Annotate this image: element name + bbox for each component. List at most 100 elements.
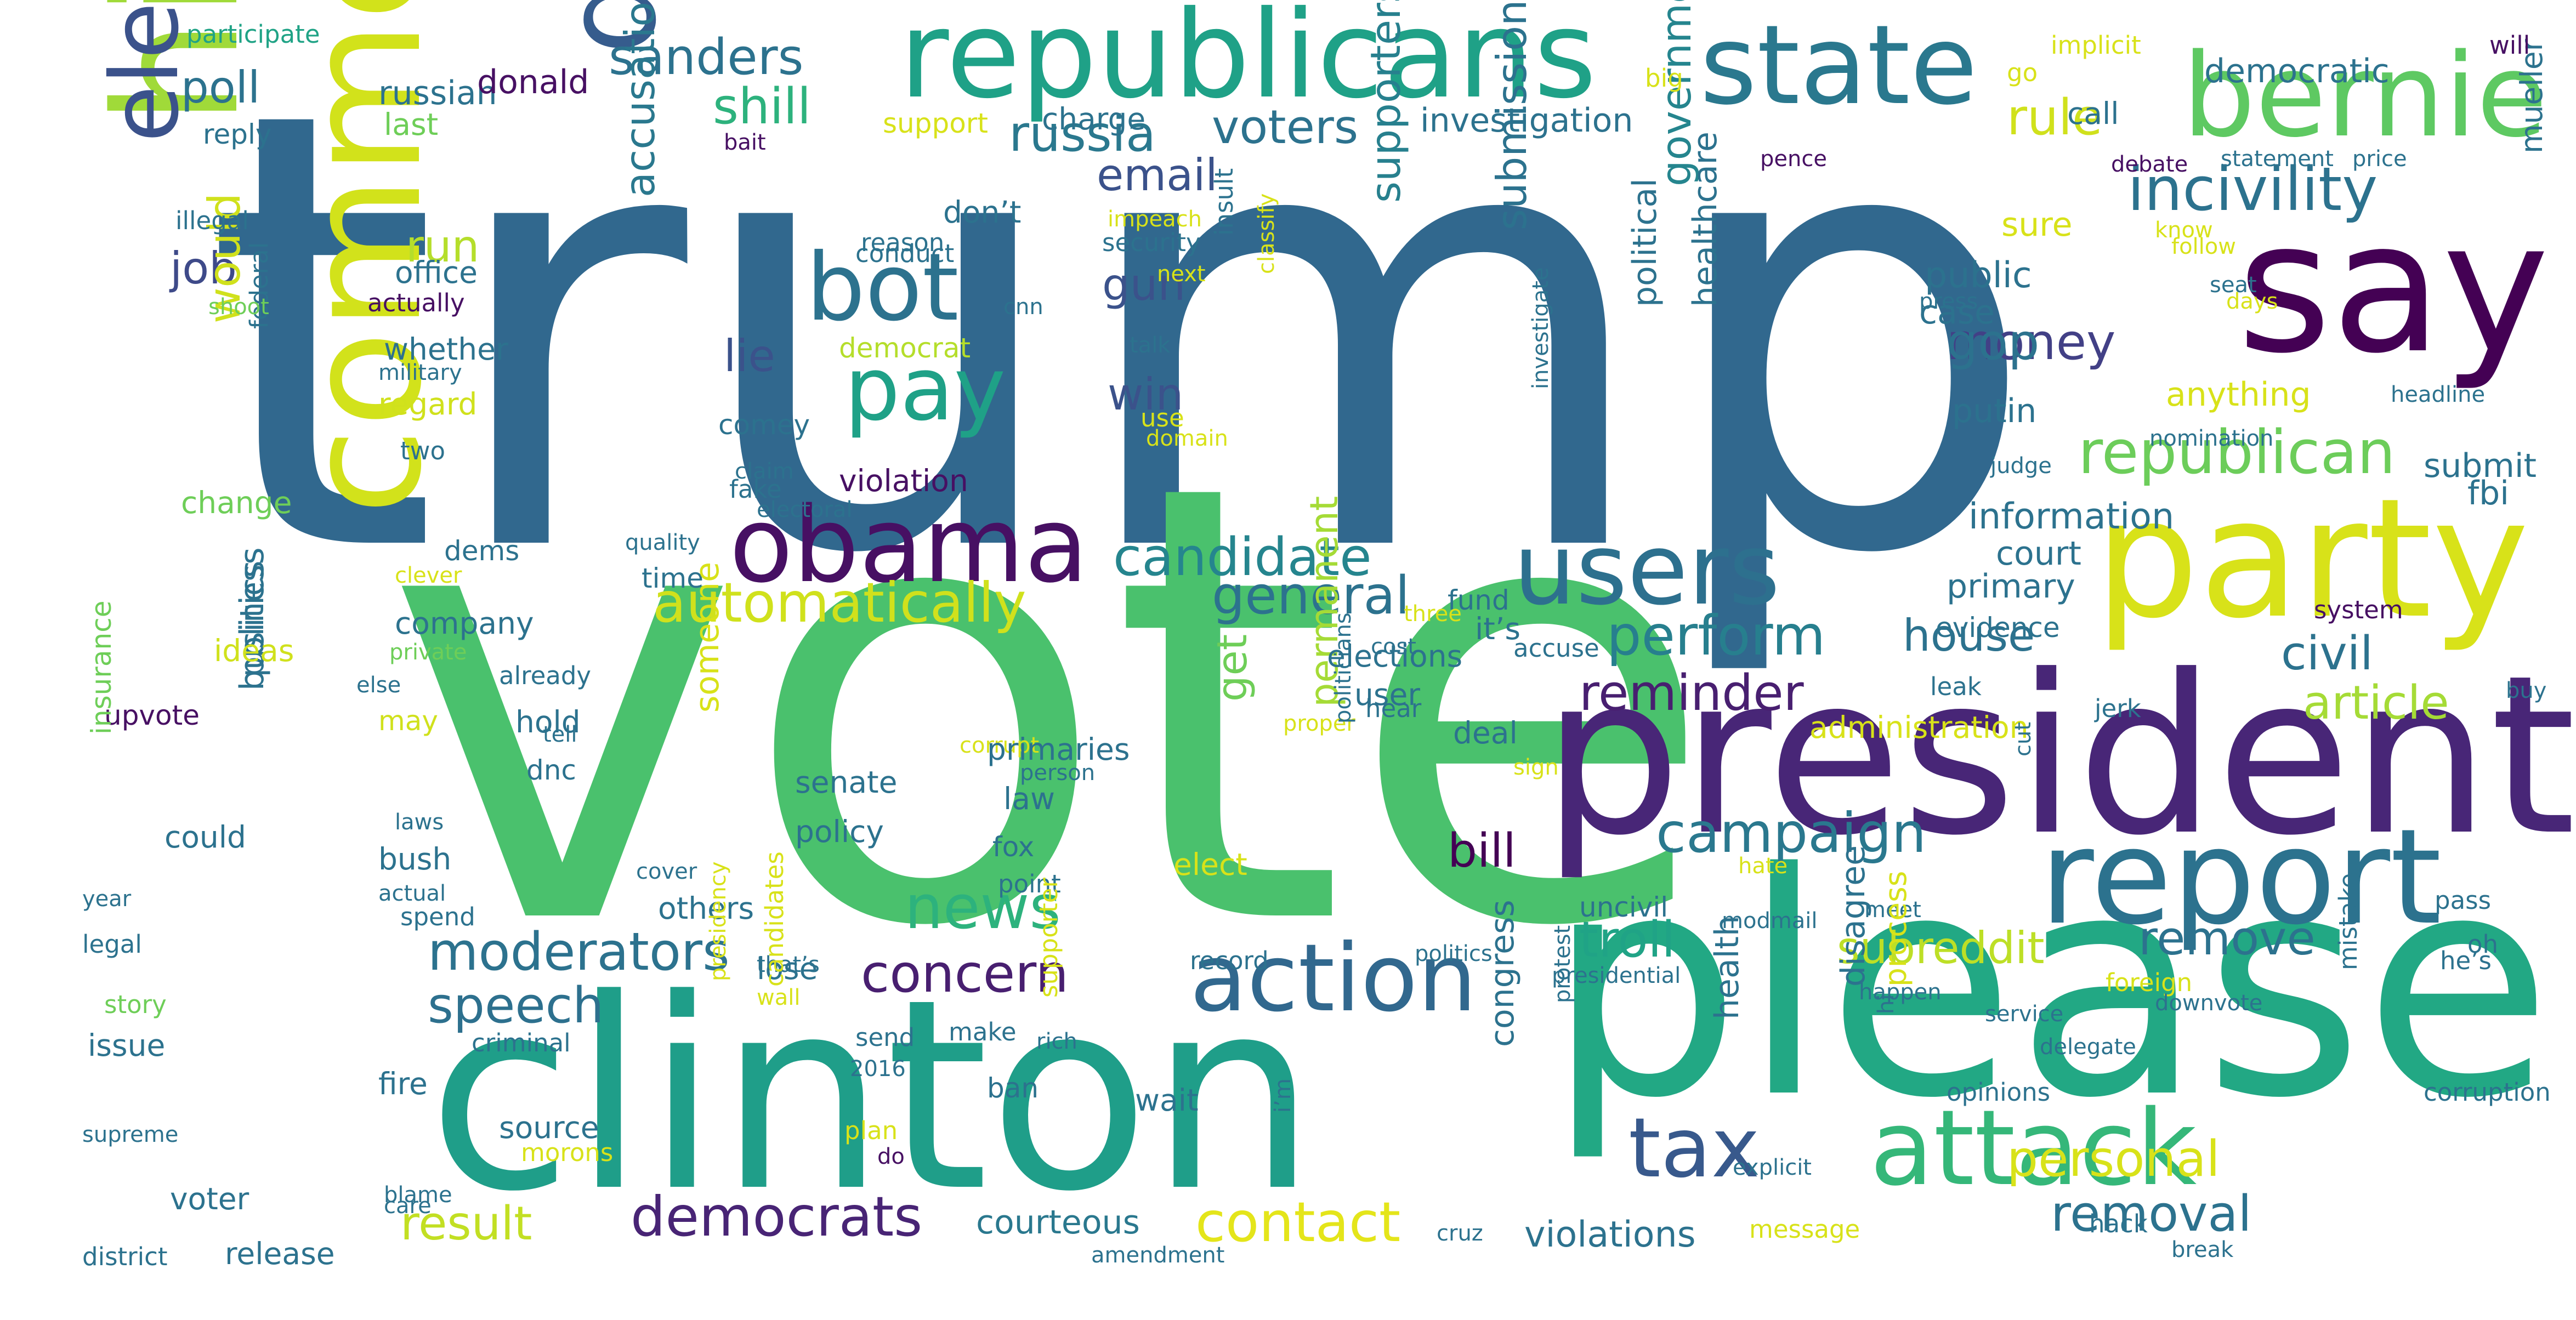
word: voter <box>170 1181 249 1216</box>
word: action <box>1190 924 1477 1033</box>
word: mistake <box>2334 873 2363 970</box>
word: quality <box>625 530 700 555</box>
word: three <box>1404 601 1462 627</box>
word: leak <box>1930 672 1982 701</box>
word: use <box>1141 403 1184 433</box>
word: big <box>1645 64 1683 93</box>
word: politics <box>1415 941 1493 966</box>
word: elections <box>1327 639 1463 674</box>
word: two <box>400 436 445 465</box>
word: days <box>2226 289 2278 314</box>
word: job <box>170 243 237 294</box>
word: russian <box>378 74 497 112</box>
word: rich <box>1036 1029 1077 1054</box>
word: evidence <box>1936 612 2060 644</box>
word: do <box>877 1144 905 1169</box>
word: modmail <box>1722 908 1818 934</box>
word: poll <box>181 62 260 113</box>
word: corruption <box>2424 1078 2551 1107</box>
word: break <box>2171 1237 2234 1262</box>
word: senate <box>795 765 898 800</box>
word: point <box>998 869 1061 898</box>
word: uncivil <box>1579 891 1669 923</box>
word: support <box>883 107 988 139</box>
word: downvote <box>2155 991 2263 1016</box>
word: statement <box>2221 146 2334 172</box>
word: impeach <box>1108 207 1202 232</box>
word: happen <box>1859 980 1942 1005</box>
word: contact <box>1195 1190 1401 1254</box>
word: district <box>82 1242 168 1271</box>
word: law <box>1003 781 1055 816</box>
word: general <box>1212 566 1410 626</box>
word: pay <box>844 338 1006 440</box>
word: troll <box>1579 911 1676 969</box>
word: 2016 <box>850 1056 906 1082</box>
word: party <box>2095 463 2529 655</box>
word: attack <box>1870 1088 2197 1209</box>
word: putin <box>1952 392 2037 430</box>
word: political <box>1626 178 1664 307</box>
word: pence <box>1760 146 1827 172</box>
word: article <box>2303 676 2449 730</box>
word: go <box>2007 58 2038 87</box>
word: candidate <box>1113 527 1372 588</box>
word: submit <box>2424 447 2537 485</box>
word: bait <box>724 130 766 155</box>
word: hack <box>2089 1209 2148 1238</box>
word: judge <box>1990 453 2052 479</box>
word: speech <box>428 977 604 1034</box>
word: concern <box>861 944 1069 1004</box>
word: will <box>2489 31 2530 60</box>
word: accuse <box>1513 634 1599 663</box>
word: shill <box>713 78 811 135</box>
word: send <box>855 1023 915 1052</box>
word: president <box>1542 629 2576 884</box>
word: could <box>164 820 246 855</box>
word: someone <box>688 562 727 713</box>
word: morons <box>521 1138 614 1167</box>
word: ideas <box>214 633 294 668</box>
word: pass <box>2435 886 2492 915</box>
word: clinton <box>428 943 1317 1249</box>
word: gun <box>1102 259 1186 310</box>
word: users <box>1513 513 1780 627</box>
word: explicit <box>1733 1155 1812 1180</box>
word: fire <box>378 1066 428 1101</box>
word: supreme <box>82 1122 179 1147</box>
word: investigation <box>1420 101 1633 140</box>
word: primary <box>1947 567 2075 606</box>
word: violations <box>1524 1214 1696 1255</box>
word: bot <box>806 234 959 342</box>
word: trump <box>203 0 2040 685</box>
word: office <box>395 255 478 290</box>
word: story <box>104 990 167 1019</box>
word: person <box>1020 760 1096 786</box>
word: follow <box>2171 234 2236 259</box>
word: criminal <box>472 1028 571 1057</box>
word: obama <box>729 485 1088 606</box>
word: buy <box>2506 678 2547 703</box>
word: fox <box>992 831 1035 863</box>
word: time <box>642 562 703 594</box>
word: elect <box>1173 847 1247 882</box>
word: cruz <box>1437 1221 1483 1246</box>
word: fake <box>729 475 782 504</box>
word: sign <box>1513 755 1559 780</box>
word: participate <box>186 20 320 49</box>
word: please <box>1546 808 2553 1165</box>
word: subreddit <box>1837 923 2045 974</box>
word: primaries <box>987 732 1130 767</box>
word: deal <box>1453 715 1518 750</box>
word: donald <box>477 63 589 101</box>
word: care <box>384 1193 432 1219</box>
word: proper <box>1283 711 1355 736</box>
word: politicians <box>1331 612 1356 724</box>
word: delegate <box>2040 1034 2136 1060</box>
word: others <box>658 891 754 926</box>
word: cost <box>1371 634 1416 659</box>
word: call <box>2067 96 2119 131</box>
word: tell <box>543 722 577 747</box>
word: illegal <box>175 206 249 235</box>
